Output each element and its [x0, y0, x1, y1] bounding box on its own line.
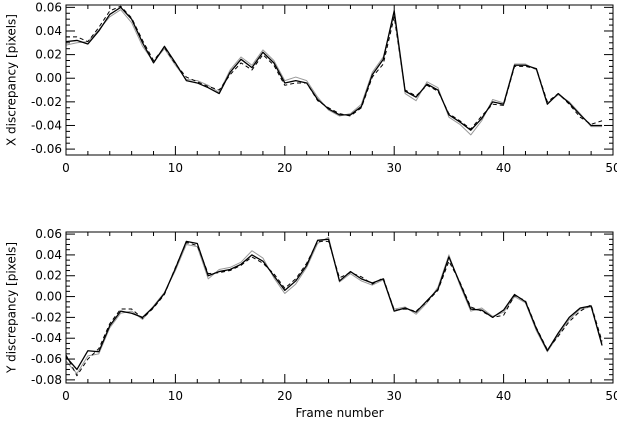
y-tick-label: -0.04	[31, 118, 62, 132]
x-axis-title: Frame number	[295, 406, 383, 420]
y-tick-label: 0.06	[35, 227, 62, 241]
y-tick-label: 0.04	[35, 248, 62, 262]
x-tick-label: 0	[62, 389, 70, 403]
x-tick-label: 30	[387, 161, 402, 175]
y-tick-label: 0.04	[35, 24, 62, 38]
plot-frame	[65, 4, 614, 156]
y-tick-label: -0.06	[31, 352, 62, 366]
series-line-solid-grey	[65, 9, 603, 136]
y-tick-label: -0.02	[31, 310, 62, 324]
x-tick-label: 40	[496, 161, 511, 175]
x-discrepancy-panel: 0 10 20 30 40 50 -0.06 -0.04 -0.02 0.00 0.02 0.04 0.…	[5, 0, 617, 175]
x-tick-label: 50	[605, 389, 617, 403]
x-tick-label: 30	[387, 389, 402, 403]
y-tick-label: 0.02	[35, 269, 62, 283]
x-tick-label: 20	[277, 161, 292, 175]
y-tick-label: 0.00	[35, 71, 62, 85]
y-tick-label: -0.08	[31, 373, 62, 387]
y-axis-title: X discrepancy [pixels]	[5, 14, 19, 146]
y-tick-label: -0.02	[31, 95, 62, 109]
series-line-solid-black	[65, 6, 603, 131]
y-tick-label: 0.00	[35, 290, 62, 304]
y-tick-label: -0.06	[31, 142, 62, 156]
x-tick-label: 50	[605, 161, 617, 175]
x-tick-label: 10	[168, 161, 183, 175]
y-tick-label: 0.02	[35, 48, 62, 62]
x-tick-label: 40	[496, 389, 511, 403]
y-axis-title: Y discrepancy [pixels]	[5, 242, 19, 374]
y-discrepancy-panel: 0 10 20 30 40 50 -0.08 -0.06 -0.04 -0.02 0.00 0.02 0…	[5, 227, 617, 420]
y-tick-label: -0.04	[31, 331, 62, 345]
x-tick-label: 10	[168, 389, 183, 403]
plot-frame	[65, 231, 614, 384]
series-line-solid-black	[65, 238, 603, 371]
x-tick-label: 0	[62, 161, 70, 175]
y-tick-label: 0.06	[35, 0, 62, 14]
series-line-dashed-black	[66, 5, 603, 130]
x-tick-label: 20	[277, 389, 292, 403]
